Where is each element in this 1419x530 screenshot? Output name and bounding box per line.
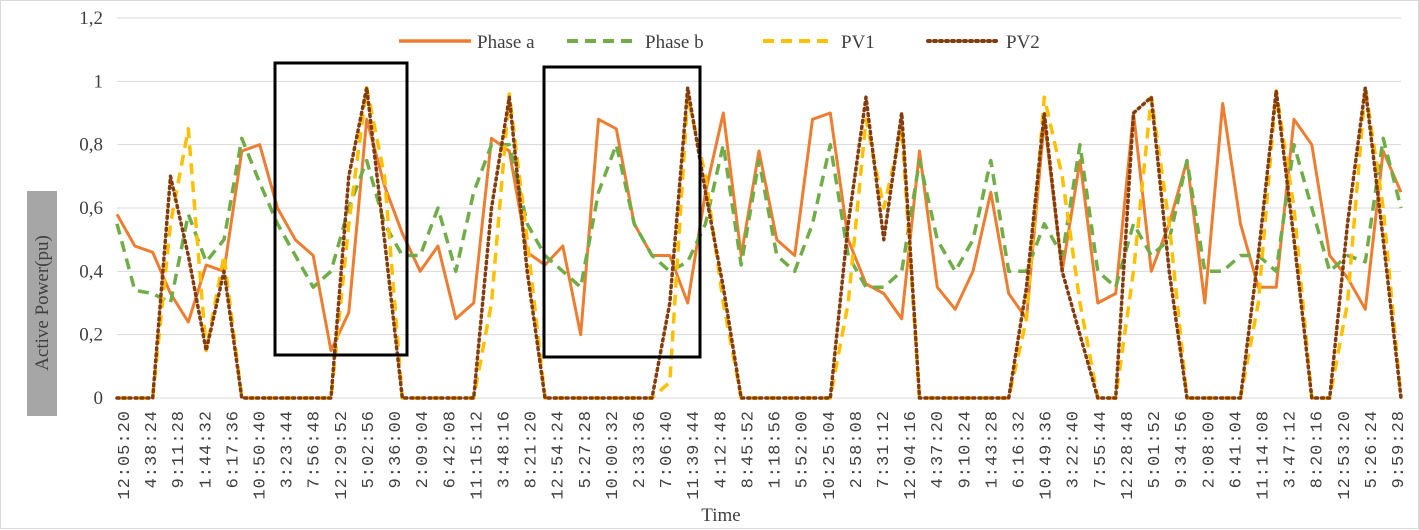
x-tick-label: 11:15:12 xyxy=(468,410,487,500)
x-tick-label: 7:55:44 xyxy=(1092,410,1111,488)
x-tick-label: 1:44:32 xyxy=(197,410,216,488)
x-tick-label: 12:05:20 xyxy=(116,410,135,500)
x-tick-label: 10:25:04 xyxy=(821,410,840,500)
x-tick-label: 5:26:24 xyxy=(1363,410,1382,488)
x-tick-label: 6:41:04 xyxy=(1227,410,1246,488)
x-tick-label: 12:28:48 xyxy=(1119,410,1138,500)
legend: Phase a Phase b PV1 PV2 xyxy=(399,32,1040,53)
x-tick-label: 10:49:36 xyxy=(1038,410,1057,500)
legend-label: PV1 xyxy=(841,32,875,53)
legend-label: Phase a xyxy=(477,32,535,53)
x-tick-label: 9:11:28 xyxy=(170,410,189,488)
x-tick-label: 6:16:32 xyxy=(1011,410,1030,488)
x-tick-label: 11:14:08 xyxy=(1254,410,1273,500)
series-line-pv1 xyxy=(117,85,1403,400)
x-tick-label: 11:39:44 xyxy=(685,410,704,500)
x-tick-label: 7:06:40 xyxy=(658,410,677,488)
legend-label: Phase b xyxy=(645,32,704,53)
x-tick-label: 5:01:52 xyxy=(1146,410,1165,488)
y-tick-label: 0,8 xyxy=(79,135,103,156)
y-tick-labels: 0 0,2 0,4 0,6 0,8 1 1,2 xyxy=(79,8,103,409)
x-tick-label: 4:12:48 xyxy=(712,410,731,488)
x-tick-label: 7:31:12 xyxy=(875,410,894,488)
x-tick-label: 9:34:56 xyxy=(1173,410,1192,488)
y-tick-label: 1 xyxy=(94,71,104,92)
gridlines xyxy=(117,17,1401,399)
x-tick-label: 9:10:24 xyxy=(956,410,975,488)
x-tick-label: 9:59:28 xyxy=(1390,410,1409,488)
x-tick-label: 2:33:36 xyxy=(631,410,650,488)
x-tick-label: 8:45:52 xyxy=(739,410,758,488)
x-tick-label: 7:56:48 xyxy=(306,410,325,488)
series-lines xyxy=(115,85,1403,400)
x-tick-label: 2:58:08 xyxy=(848,410,867,488)
series-line-pv2 xyxy=(115,85,1403,400)
x-tick-label: 12:54:24 xyxy=(550,410,569,500)
x-axis-title: Time xyxy=(701,505,740,526)
x-tick-labels: 12:05:20 4:38:24 9:11:28 1:44:32 6:17:36 10:5… xyxy=(116,410,1409,500)
y-tick-label: 0 xyxy=(94,388,104,409)
x-tick-label: 3:48:16 xyxy=(495,410,514,488)
y-tick-label: 0,6 xyxy=(79,198,103,219)
x-tick-label: 5:27:28 xyxy=(577,410,596,488)
x-tick-label: 5:02:56 xyxy=(360,410,379,488)
x-tick-label: 12:53:20 xyxy=(1336,410,1355,500)
series-line-phase-a xyxy=(115,102,1403,352)
x-tick-label: 3:47:12 xyxy=(1282,410,1301,488)
x-tick-label: 1:18:56 xyxy=(767,410,786,488)
x-tick-label: 8:20:16 xyxy=(1309,410,1328,488)
x-tick-label: 4:38:24 xyxy=(143,410,162,488)
x-tick-label: 9:36:00 xyxy=(387,410,406,488)
x-tick-label: 5:52:00 xyxy=(794,410,813,488)
x-tick-label: 12:29:52 xyxy=(333,410,352,500)
y-axis-title-box xyxy=(27,191,57,416)
x-tick-label: 12:04:16 xyxy=(902,410,921,500)
highlight-rectangle xyxy=(273,61,409,357)
y-axis-title: Active Power(pu) xyxy=(32,235,53,371)
highlight-boxes xyxy=(273,61,702,359)
x-tick-label: 2:08:00 xyxy=(1200,410,1219,488)
legend-label: PV2 xyxy=(1006,32,1040,53)
x-tick-label: 6:42:08 xyxy=(441,410,460,488)
x-tick-label: 3:23:44 xyxy=(279,410,298,488)
x-tick-label: 6:17:36 xyxy=(224,410,243,488)
x-tick-label: 8:21:20 xyxy=(523,410,542,488)
highlight-rectangle xyxy=(542,65,702,359)
x-tick-label: 1:43:28 xyxy=(983,410,1002,488)
y-tick-label: 0,4 xyxy=(79,261,103,282)
x-tick-label: 2:09:04 xyxy=(414,410,433,488)
x-tick-label: 4:37:20 xyxy=(929,410,948,488)
x-tick-label: 3:22:40 xyxy=(1065,410,1084,488)
y-tick-label: 0,2 xyxy=(79,325,103,346)
series-line-phase-b xyxy=(115,136,1403,305)
x-tick-label: 10:50:40 xyxy=(252,410,271,500)
y-tick-label: 1,2 xyxy=(79,8,103,29)
x-tick-label: 10:00:32 xyxy=(604,410,623,500)
